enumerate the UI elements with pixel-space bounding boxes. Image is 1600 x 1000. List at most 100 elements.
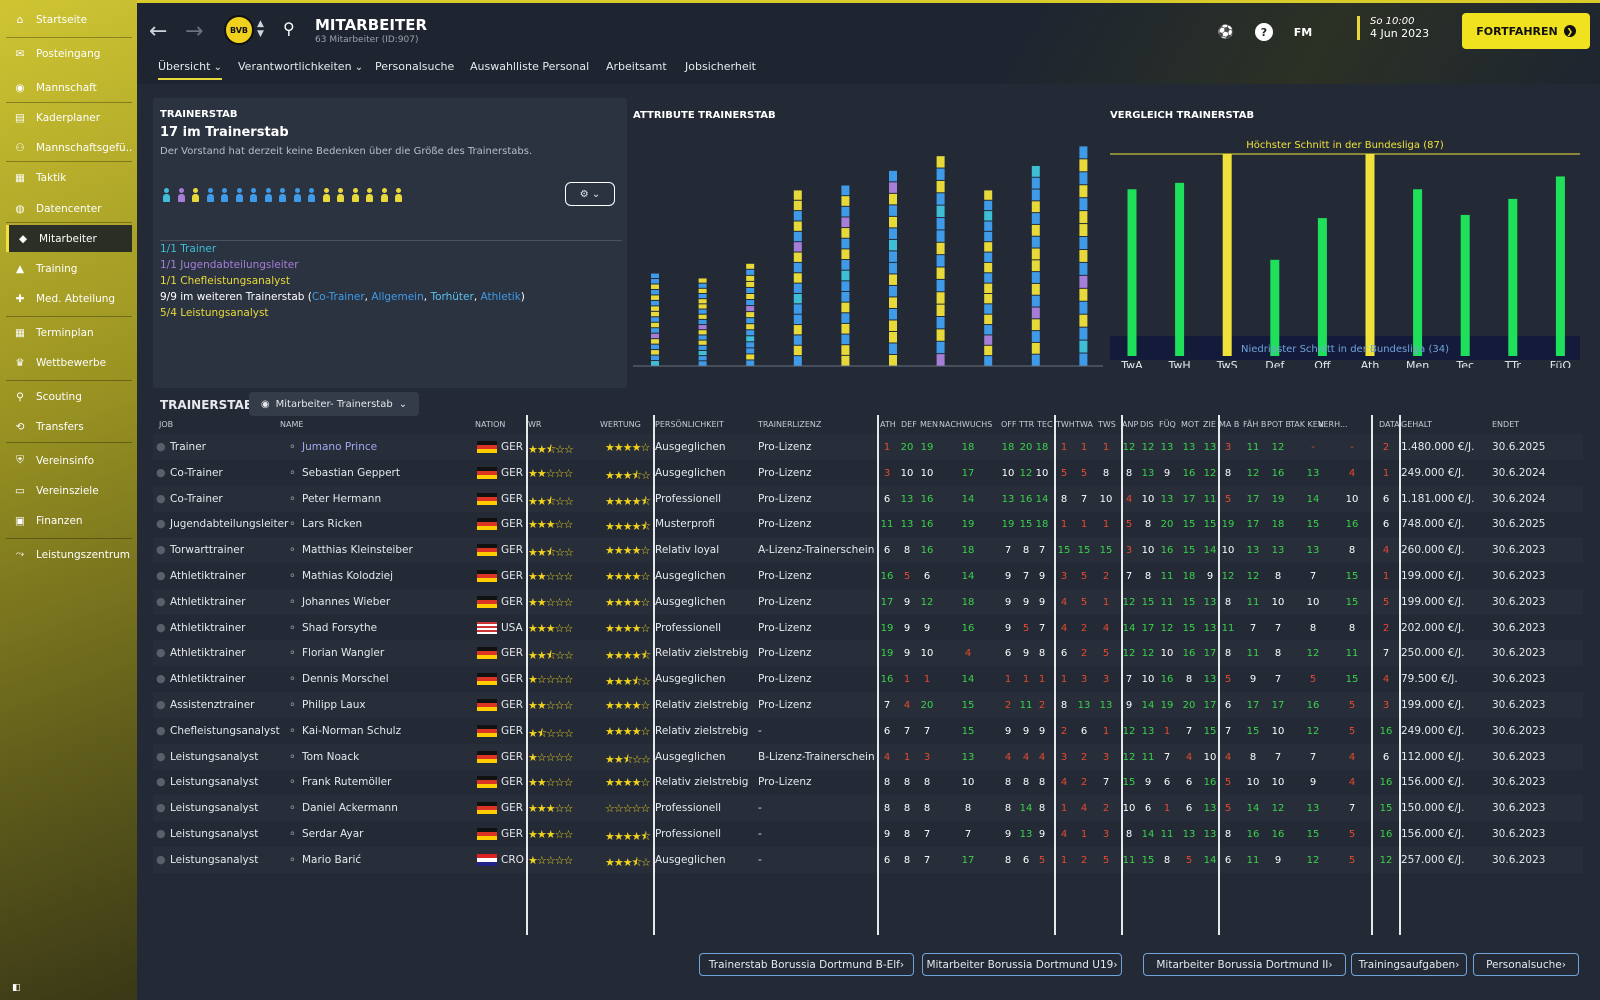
name-cell[interactable]: Tom Noack: [302, 750, 360, 763]
name-cell[interactable]: Mario Barić: [302, 853, 362, 866]
cmp-bar[interactable]: [1555, 176, 1565, 356]
table-row[interactable]: ● Athletiktrainer ⚬ Florian Wangler GER ★★⯪☆☆…: [153, 640, 1583, 666]
col-header-twa[interactable]: TWA: [1075, 420, 1093, 429]
name-cell[interactable]: Johannes Wieber: [302, 595, 391, 608]
forward-icon[interactable]: →: [185, 19, 204, 44]
attr-bar[interactable]: [1079, 146, 1088, 366]
table-row[interactable]: ● Chefleistungsanalyst ⚬ Kai-Norman Schulz G…: [153, 718, 1583, 744]
sidebar-item-startseite[interactable]: ⌂ Startseite: [6, 6, 132, 33]
back-icon[interactable]: ←: [149, 19, 168, 44]
col-header-anp[interactable]: ANP: [1122, 420, 1139, 429]
table-row[interactable]: ● Co-Trainer ⚬ Peter Hermann GER ★★⯪☆☆ ★★★★⯪ Pr…: [153, 486, 1583, 512]
help-icon[interactable]: ?: [1255, 23, 1273, 41]
cmp-bar[interactable]: [1270, 259, 1280, 356]
table-row[interactable]: ● Co-Trainer ⚬ Sebastian Geppert GER ★★☆☆☆ ★★★…: [153, 460, 1583, 486]
sidebar-item-vereinsziele[interactable]: ▭ Vereinsziele: [6, 477, 132, 504]
name-cell[interactable]: Kai-Norman Schulz: [302, 724, 402, 737]
cmp-bar[interactable]: [1222, 154, 1232, 356]
col-header-job[interactable]: JOB: [159, 420, 174, 429]
name-cell[interactable]: Mathias Kolodziej: [302, 570, 394, 582]
search-icon[interactable]: ⚲: [283, 19, 295, 38]
role-athletic[interactable]: Athletik: [480, 291, 521, 303]
name-cell[interactable]: Peter Hermann: [302, 492, 382, 505]
table-row[interactable]: ● Leistungsanalyst ⚬ Tom Noack GER ★☆☆☆☆ ★★⯪☆☆…: [153, 744, 1583, 770]
cmp-bar[interactable]: [1127, 189, 1137, 356]
cmp-bar[interactable]: [1460, 214, 1470, 356]
football-icon[interactable]: ⚽: [1217, 24, 1235, 40]
name-cell[interactable]: Daniel Ackermann: [302, 802, 398, 815]
attr-bar[interactable]: [651, 273, 659, 366]
col-header-wertung[interactable]: WERTUNG: [600, 420, 641, 429]
name-cell[interactable]: Jumano Prince: [302, 441, 378, 453]
date-display[interactable]: So 10:00 4 Jun 2023: [1357, 16, 1429, 40]
col-header-twh[interactable]: TWH: [1056, 420, 1075, 429]
col-header-off[interactable]: OFF: [1001, 420, 1017, 429]
role-gk[interactable]: Torhüter: [430, 291, 474, 303]
col-header-pers[interactable]: PERSÖNLICHKEIT: [655, 420, 724, 429]
footer-link-button[interactable]: Mitarbeiter Borussia Dortmund II ›: [1143, 953, 1346, 976]
tab-4[interactable]: Arbeitsamt: [606, 60, 667, 73]
name-cell[interactable]: Philipp Laux: [302, 699, 366, 711]
table-row[interactable]: ● Torwarttrainer ⚬ Matthias Kleinsteiber GER…: [153, 537, 1583, 563]
table-row[interactable]: ● Trainer ⚬ Jumano Prince GER ★★⯪☆☆ ★★★★☆ Ausge…: [153, 434, 1583, 460]
cmp-bar[interactable]: [1508, 198, 1518, 356]
sidebar-item-wettbewerbe[interactable]: ♛ Wettbewerbe: [6, 349, 132, 376]
sidebar-item-mannschaftsgefü-[interactable]: ⚇ Mannschaftsgefü...: [6, 134, 132, 161]
sidebar-item-posteingang[interactable]: ✉ Posteingang: [6, 40, 132, 67]
name-cell[interactable]: Matthias Kleinsteiber: [302, 544, 413, 557]
table-row[interactable]: ● Athletiktrainer ⚬ Johannes Wieber GER ★★☆☆☆…: [153, 589, 1583, 615]
staff-filter-button[interactable]: ⚙ ⌄: [565, 182, 615, 206]
col-header-verh[interactable]: VERH...: [1318, 420, 1348, 429]
col-header-def[interactable]: DEF: [901, 420, 917, 429]
collapse-icon[interactable]: ◧: [12, 983, 21, 993]
table-row[interactable]: ● Leistungsanalyst ⚬ Serdar Ayar GER ★★★☆☆ ★★★…: [153, 821, 1583, 847]
tab-2[interactable]: Personalsuche: [375, 60, 454, 73]
attr-bar[interactable]: [746, 263, 755, 366]
sidebar-item-leistungszentrum[interactable]: ⤳ Leistungszentrum: [6, 541, 132, 568]
cmp-bar[interactable]: [1317, 218, 1327, 356]
col-header-tec[interactable]: TEC: [1037, 420, 1053, 429]
name-cell[interactable]: Florian Wangler: [302, 647, 385, 660]
attr-bar[interactable]: [793, 190, 802, 366]
club-switch-icon[interactable]: ▲ ▼: [257, 19, 264, 39]
table-row[interactable]: ● Assistenztrainer ⚬ Philipp Laux GER ★★☆☆☆ ★★…: [153, 692, 1583, 718]
tab-5[interactable]: Jobsicherheit: [685, 60, 756, 73]
col-header-data[interactable]: DATA: [1379, 420, 1400, 429]
tab-1[interactable]: Verantwortlichkeiten ⌄: [238, 60, 363, 73]
name-cell[interactable]: Shad Forsythe: [302, 621, 378, 634]
sidebar-item-terminplan[interactable]: ▦ Terminplan: [6, 319, 132, 346]
club-badge[interactable]: BVB: [224, 15, 254, 45]
attr-bar[interactable]: [889, 170, 897, 366]
role-co[interactable]: Co-Trainer: [311, 291, 365, 303]
col-header-gehalt[interactable]: GEHALT: [1401, 420, 1432, 429]
attr-bar[interactable]: [841, 185, 850, 366]
sidebar-item-kaderplaner[interactable]: ▤ Kaderplaner: [6, 104, 132, 131]
sidebar-item-med-abteilung[interactable]: ✚ Med. Abteilung: [6, 285, 132, 312]
sidebar-item-training[interactable]: ▲ Training: [6, 255, 132, 282]
table-row[interactable]: ● Leistungsanalyst ⚬ Daniel Ackermann GER ★★★…: [153, 795, 1583, 821]
table-row[interactable]: ● Athletiktrainer ⚬ Shad Forsythe USA ★★★☆☆ ★★…: [153, 615, 1583, 641]
col-header-nach[interactable]: NACHWUCHS: [939, 420, 993, 429]
col-header-mab[interactable]: MA B: [1219, 420, 1240, 429]
col-header-name[interactable]: NAME: [280, 420, 304, 429]
table-row[interactable]: ● Leistungsanalyst ⚬ Frank Rutemöller GER ★★☆…: [153, 769, 1583, 795]
col-header-men[interactable]: MEN: [920, 420, 938, 429]
cmp-bar[interactable]: [1365, 154, 1375, 356]
col-header-nation[interactable]: NATION: [475, 420, 506, 429]
sidebar-item-vereinsinfo[interactable]: ⛨ Vereinsinfo: [6, 447, 132, 474]
name-cell[interactable]: Lars Ricken: [302, 518, 363, 531]
sidebar-item-datencenter[interactable]: ◍ Datencenter: [6, 195, 132, 222]
table-row[interactable]: ● Athletiktrainer ⚬ Mathias Kolodziej GER ★★☆…: [153, 563, 1583, 589]
name-cell[interactable]: Serdar Ayar: [302, 828, 364, 840]
role-general[interactable]: Allgemein: [371, 291, 424, 303]
name-cell[interactable]: Sebastian Geppert: [302, 466, 400, 479]
tab-3[interactable]: Auswahlliste Personal: [470, 60, 589, 73]
sidebar-item-transfers[interactable]: ⟲ Transfers: [6, 413, 132, 440]
footer-link-button[interactable]: Trainingsaufgaben ›: [1351, 953, 1467, 976]
tab-0[interactable]: Übersicht ⌄: [158, 60, 223, 80]
col-header-tak[interactable]: TAK KEN: [1290, 420, 1324, 429]
col-header-mot[interactable]: MOT: [1181, 420, 1200, 429]
name-cell[interactable]: Frank Rutemöller: [302, 776, 392, 789]
sidebar-item-mannschaft[interactable]: ◉ Mannschaft: [6, 74, 132, 101]
continue-button[interactable]: FORTFAHREN ❯: [1462, 13, 1590, 49]
